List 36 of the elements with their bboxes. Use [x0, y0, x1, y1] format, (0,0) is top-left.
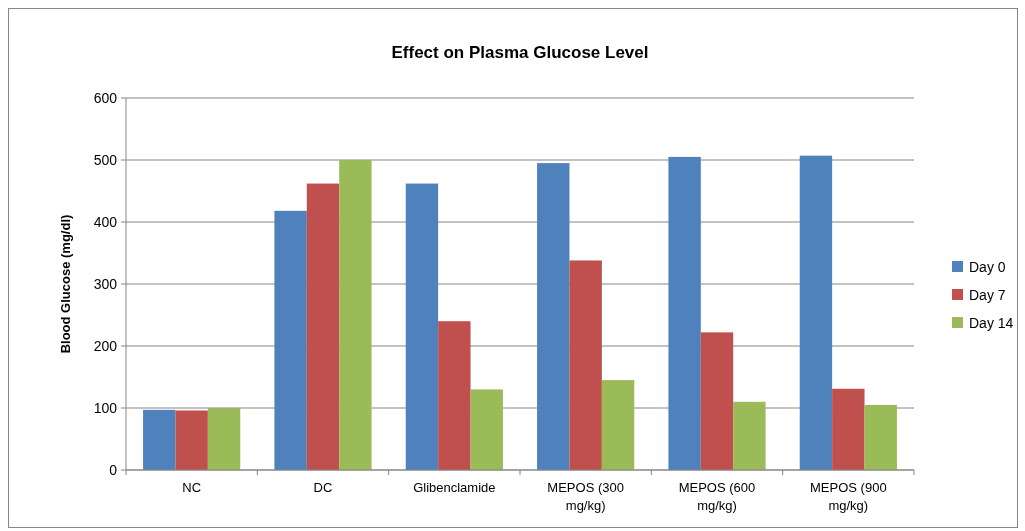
x-tick-label: MEPOS (300 mg/kg): [547, 480, 624, 513]
bar: [799, 155, 833, 470]
bar: [733, 401, 766, 470]
bar: [143, 409, 176, 470]
bar: [700, 332, 734, 470]
bar: [405, 183, 439, 470]
y-tick-label: 300: [93, 275, 118, 292]
chart-title: Effect on Plasma Glucose Level: [391, 43, 649, 62]
bar: [438, 321, 471, 470]
y-tick-label: 100: [93, 399, 118, 416]
x-tick-label: DC: [313, 480, 333, 495]
bar: [274, 210, 307, 470]
legend-label: Day 0: [969, 258, 1006, 275]
bar: [569, 260, 602, 470]
bar: [864, 404, 897, 470]
x-tick-label: NC: [182, 480, 202, 495]
y-axis-title: Blood Glucose (mg/dl): [58, 214, 73, 354]
bar: [339, 160, 372, 470]
y-tick-label: 500: [93, 151, 118, 168]
bar: [668, 156, 701, 470]
y-tick-label: 200: [93, 337, 118, 354]
x-tick-label: Glibenclamide: [413, 480, 496, 495]
y-tick-label: 600: [93, 89, 118, 106]
legend-label: Day 7: [969, 286, 1006, 303]
legend-label: Day 14: [969, 314, 1014, 331]
y-tick-label: 400: [93, 213, 118, 230]
bar: [306, 183, 340, 470]
bar: [601, 380, 635, 470]
bar: [207, 408, 241, 470]
bar: [832, 388, 865, 470]
x-tick-label: MEPOS (600 mg/kg): [678, 480, 756, 513]
y-tick-label: 0: [109, 461, 118, 478]
bar: [537, 163, 570, 470]
bar: [470, 389, 503, 470]
bar: [175, 410, 208, 470]
x-tick-label: MEPOS (900 mg/kg): [810, 480, 887, 513]
